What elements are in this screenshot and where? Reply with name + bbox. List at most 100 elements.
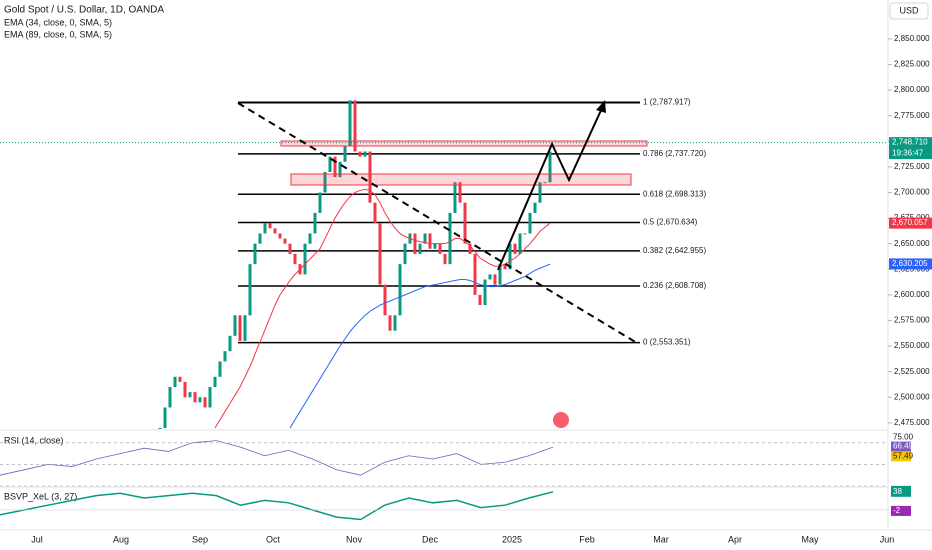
y-tick-label: 2,800.000 [894,85,930,94]
trend-line [237,102,638,344]
candle [478,294,482,306]
currency-button[interactable] [889,2,929,20]
candle [533,202,537,213]
fib-label: 0.382 (2,642.955) [643,246,706,255]
candle [333,156,337,178]
candle [328,156,332,172]
candle [178,376,182,382]
candle [203,397,207,408]
y-tick-label: 2,500.000 [894,392,930,401]
value-tag-label: 38 [893,487,902,496]
zone [280,140,648,147]
y-tick-label: 2,775.000 [894,111,930,120]
price-tag-label: 2,748.710 [892,138,928,147]
candle [343,146,347,162]
candle [448,212,452,265]
candle [373,202,377,224]
candles [158,100,552,429]
bsvp-title: BSVP_XeL (3, 27) [4,491,77,501]
value-tag [891,441,911,452]
price-tag-time: 19:36:47 [892,149,924,158]
candle [453,182,457,213]
candle [253,243,257,265]
y-tick-label: 2,725.000 [894,162,930,171]
zone [290,173,632,186]
candle [238,315,242,341]
candle [188,392,192,398]
candle [223,351,227,362]
x-tick-label: Dec [422,534,439,544]
y-tick-label: 2,475.000 [894,418,930,427]
price-tag [889,258,932,270]
x-tick-label: Apr [728,534,742,544]
candle [443,253,447,265]
candle [433,243,437,249]
candle [243,315,247,341]
candle [283,238,287,244]
y-tick-label: 2,650.000 [894,239,930,248]
candle [273,228,277,234]
candle [508,243,512,270]
candle [428,233,432,249]
candle [528,212,532,234]
candle [313,212,317,234]
candle [318,192,322,213]
candle [173,376,177,387]
candle [398,264,402,316]
rsi-title: RSI (14, close) [4,435,64,445]
x-tick-label: Jun [880,534,895,544]
fib-label: 0 (2,553.351) [643,338,691,347]
candle [163,407,167,428]
candle [458,182,462,203]
bsvp-line [0,491,554,521]
candle [383,284,387,316]
candle [278,233,282,239]
chart-title: Gold Spot / U.S. Dollar, 1D, OANDA [4,5,164,16]
candle [183,381,187,398]
y-tick-label: 2,825.000 [894,60,930,69]
candle [518,233,522,254]
x-tick-label: Sep [192,534,208,544]
candle [418,243,422,254]
candle [303,243,307,275]
candle [198,397,202,403]
value-tag-label: -2 [893,506,901,515]
x-tick-label: Mar [653,534,669,544]
value-tag [891,451,911,462]
event-icon[interactable] [553,412,569,428]
value-tag [891,432,911,443]
arrow-head [596,100,606,113]
candle [263,223,267,234]
y-tick-label: 2,525.000 [894,367,930,376]
x-tick-label: May [801,534,819,544]
value-tag-label: 75.00 [893,433,914,442]
candle [393,315,397,331]
fib-label: 0.618 (2,698.313) [643,189,706,198]
currency-label[interactable]: USD [899,5,919,15]
candle [473,253,477,295]
candle [388,315,392,331]
candle [208,387,212,408]
candle [338,161,342,178]
candle [368,151,372,203]
indicator-label: EMA (34, close, 0, SMA, 5) [4,17,112,27]
fib-label: 0.236 (2,608.708) [643,281,706,290]
price-tag [889,137,932,160]
candle [513,243,517,254]
candle [353,100,357,152]
candle [213,376,217,387]
candle [258,233,262,244]
value-tag [891,505,911,516]
candle [168,387,172,408]
candle [248,264,252,316]
candle [308,233,312,244]
candle [463,202,467,244]
candle [543,182,547,184]
rsi-line [0,440,554,476]
x-tick-label: 2025 [502,534,522,544]
candle [493,274,497,285]
candle [548,151,552,183]
ema-line [214,188,551,429]
